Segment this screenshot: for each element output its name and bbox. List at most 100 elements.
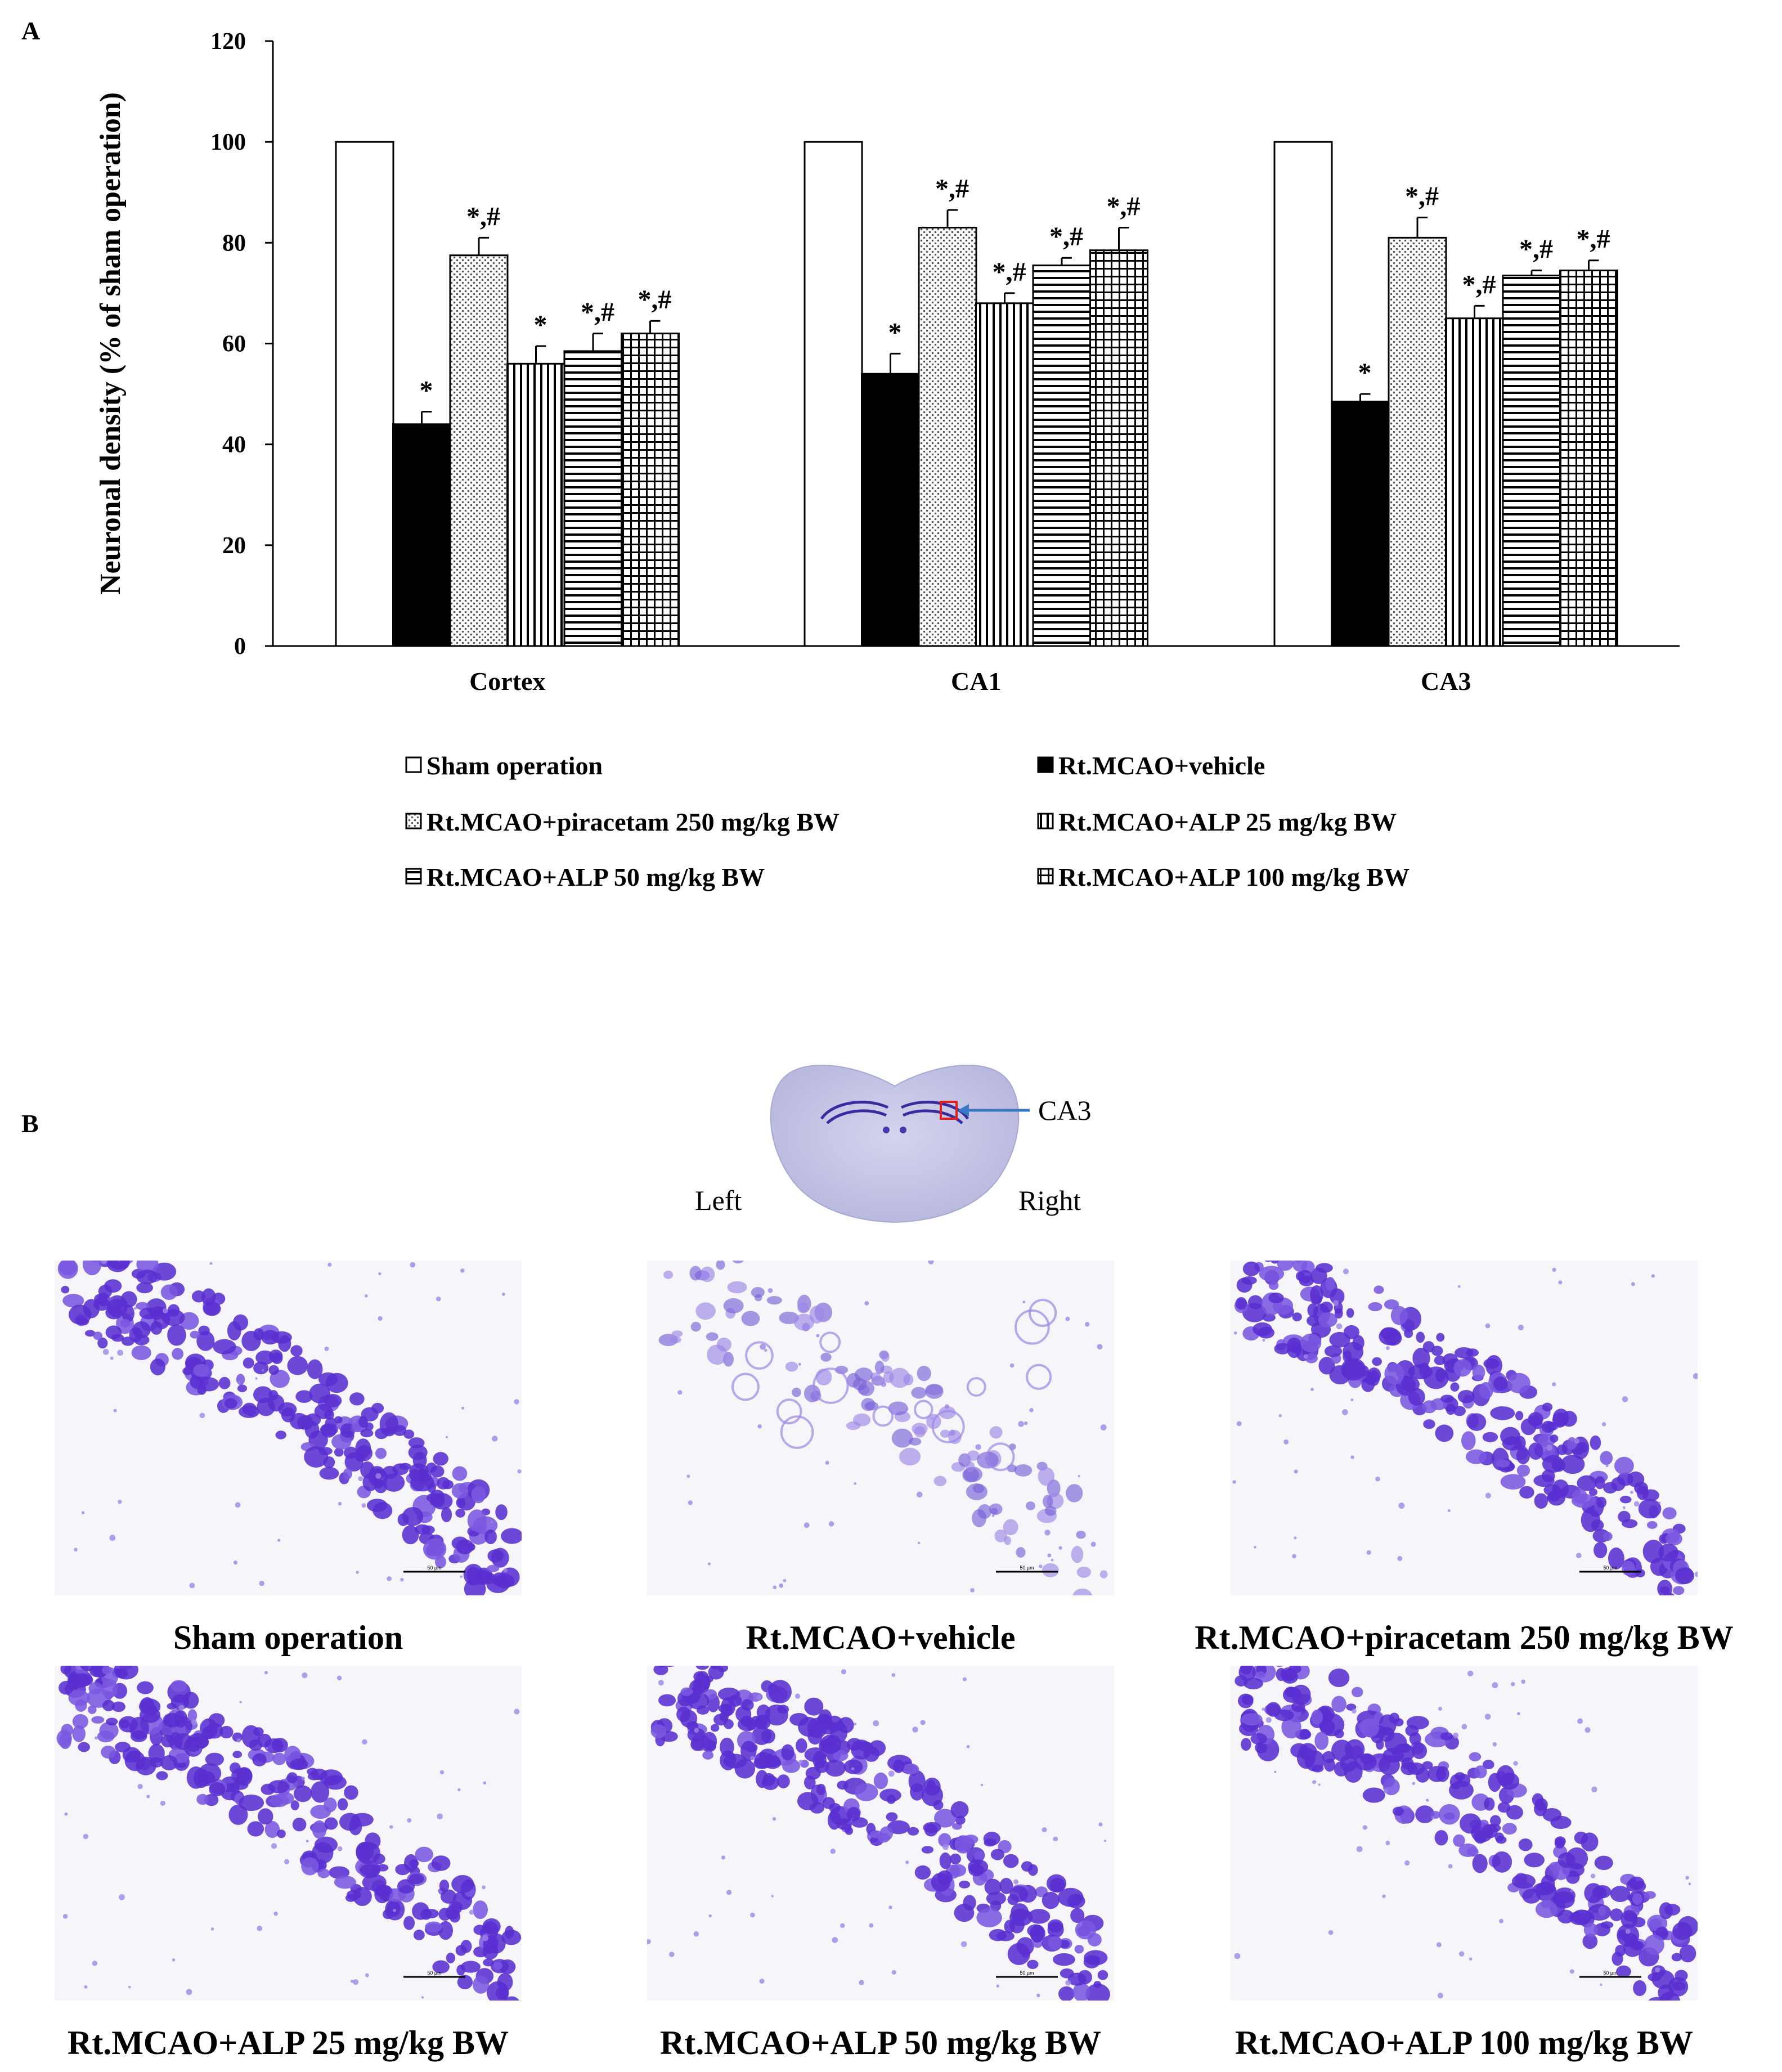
bar-vlines (975, 302, 1034, 647)
stained-neurons (56, 1666, 522, 2001)
scale-bar-label: 50 µm (1603, 1970, 1617, 1976)
y-axis-title: Neuronal density (% of sham operation) (95, 92, 127, 595)
significance-label: * (1358, 358, 1372, 388)
significance-label: *,# (581, 298, 614, 328)
bar-dots (449, 254, 509, 647)
legend: Sham operation Rt.MCAO+vehicle Rt.MCAO+pir… (405, 751, 1410, 891)
micrograph-image (1231, 1666, 1698, 2001)
micrograph-panel: 50 µm Rt.MCAO+ALP 100 mg/kg BW (1231, 1666, 1698, 2061)
legend-label: Rt.MCAO+ALP 100 mg/kg BW (1058, 863, 1410, 891)
significance-label: *,# (1107, 191, 1141, 221)
panel-b-letter: B (21, 1109, 39, 1138)
significance-label: *,# (1462, 270, 1496, 299)
stained-neurons (647, 1666, 1110, 2001)
micrograph-label: Rt.MCAO+ALP 25 mg/kg BW (68, 2024, 509, 2061)
legend-swatch (1037, 756, 1054, 773)
bar-dots (1388, 236, 1447, 647)
bar-white (1273, 141, 1333, 647)
x-category-label: CA3 (1421, 667, 1471, 696)
y-tick-label: 0 (234, 634, 246, 660)
right-hemisphere-label: Right (1018, 1185, 1081, 1216)
y-tick-label: 20 (222, 533, 246, 559)
micrograph-image (1231, 1261, 1698, 1595)
micrograph-label: Sham operation (173, 1619, 403, 1656)
legend-swatch (1037, 813, 1054, 829)
bar-vlines (1445, 317, 1504, 647)
y-tick-label: 80 (222, 230, 246, 256)
bar-vlines (506, 362, 565, 647)
significance-label: * (420, 375, 433, 405)
ventricle-mark (883, 1127, 890, 1133)
micrograph-label: Rt.MCAO+vehicle (746, 1619, 1015, 1656)
stained-neurons (1232, 1261, 1698, 1595)
bars: * *,# * *,# *,# * *,# *,# *,# *,# * *,# *,# *,# *,# (335, 141, 1618, 647)
scale-bar-label: 50 µm (427, 1565, 441, 1571)
ca3-arrow-head (958, 1104, 969, 1116)
micrograph-panel: 50 µm Sham operation (55, 1261, 522, 1656)
micrograph-image (55, 1666, 522, 2001)
bar-grid (621, 333, 680, 647)
y-tick-label: 120 (210, 29, 246, 55)
bar-chart: Neuronal density (% of sham operation) 0… (95, 29, 1680, 696)
significance-label: *,# (1519, 235, 1553, 264)
scale-bar-label: 50 µm (1020, 1970, 1034, 1976)
legend-label: Rt.MCAO+piracetam 250 mg/kg BW (427, 808, 840, 836)
significance-label: *,# (1405, 182, 1439, 212)
micrograph-panel: 50 µm Rt.MCAO+ALP 25 mg/kg BW (55, 1666, 522, 2061)
significance-label: *,# (1577, 225, 1610, 254)
y-tick-label: 40 (222, 432, 246, 458)
bar-grid (1089, 249, 1148, 647)
micrograph-panel: 50 µm Rt.MCAO+piracetam 250 mg/kg BW (1195, 1261, 1734, 1656)
bar-white (804, 141, 863, 647)
significance-label: * (534, 310, 547, 340)
significance-label: *,# (1049, 222, 1083, 252)
significance-label: *,# (638, 285, 672, 315)
bar-black (392, 423, 451, 647)
scale-bar-label: 50 µm (1020, 1565, 1034, 1571)
y-tick-label: 100 (210, 129, 246, 155)
panel-a-letter: A (21, 16, 40, 45)
bar-black (861, 373, 920, 647)
bar-black (1331, 401, 1390, 647)
category-labels: Cortex CA1 CA3 (469, 667, 1471, 696)
significance-label: *,# (466, 201, 500, 231)
stained-neurons (1234, 1666, 1698, 2001)
scale-bar-label: 50 µm (427, 1970, 441, 1976)
hippocampus-left-outline (820, 1101, 889, 1124)
legend-label: Rt.MCAO+ALP 25 mg/kg BW (1058, 808, 1397, 836)
ventricle-mark (900, 1127, 906, 1133)
legend-swatch (1037, 868, 1054, 885)
legend-swatch (405, 813, 422, 829)
brain-section-overview: CA3 Left Right (695, 1064, 1091, 1223)
scale-bar-label: 50 µm (1603, 1565, 1617, 1571)
bar-dots (918, 226, 977, 647)
significance-label: *,# (935, 174, 969, 204)
legend-label: Rt.MCAO+vehicle (1058, 751, 1265, 780)
significance-label: * (888, 317, 902, 347)
micrograph-panel: 50 µm Rt.MCAO+vehicle (647, 1261, 1114, 1656)
ca3-region-label: CA3 (1038, 1095, 1091, 1126)
legend-label: Sham operation (427, 751, 603, 780)
legend-label: Rt.MCAO+ALP 50 mg/kg BW (427, 863, 765, 891)
x-category-label: CA1 (951, 667, 1001, 696)
micrograph-image (647, 1261, 1114, 1595)
x-category-label: Cortex (469, 667, 545, 696)
bar-hlines (1032, 264, 1092, 647)
bar-hlines (563, 350, 623, 647)
y-axis-ticks: 0 20 40 60 80 100 120 (210, 29, 273, 660)
micrograph-label: Rt.MCAO+piracetam 250 mg/kg BW (1195, 1619, 1733, 1656)
stained-neurons (658, 1261, 1108, 1595)
bar-white (335, 141, 394, 647)
bar-hlines (1502, 275, 1561, 647)
brain-section-image (770, 1064, 1020, 1223)
significance-label: *,# (993, 257, 1026, 287)
micrograph-label: Rt.MCAO+ALP 100 mg/kg BW (1235, 2024, 1693, 2061)
legend-swatch (405, 756, 422, 773)
ca3-region-box (940, 1101, 958, 1120)
micrograph-label: Rt.MCAO+ALP 50 mg/kg BW (660, 2024, 1101, 2061)
bar-grid (1559, 270, 1618, 647)
stained-neurons (57, 1261, 522, 1595)
legend-swatch (405, 868, 422, 885)
